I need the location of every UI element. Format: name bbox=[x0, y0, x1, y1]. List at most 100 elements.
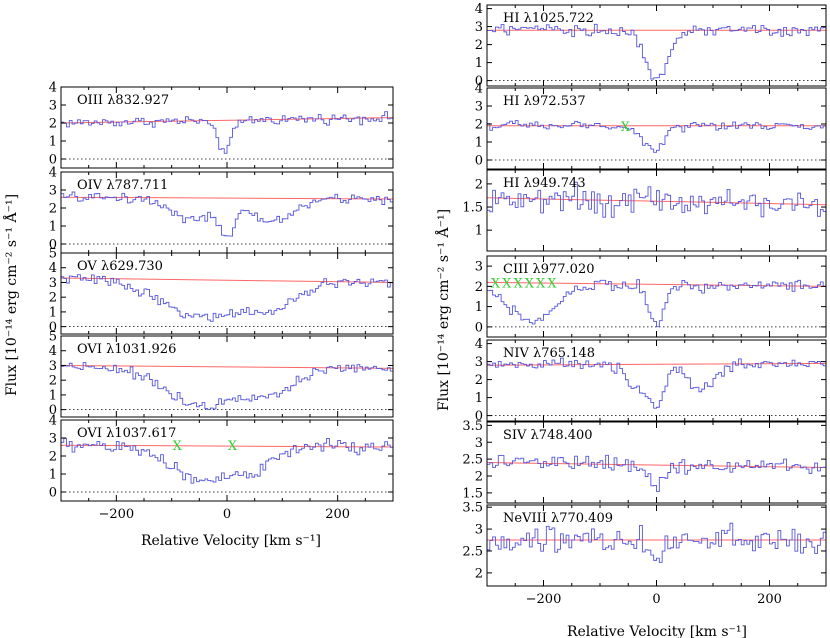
contamination-marker: X bbox=[547, 276, 557, 291]
y-tick-label: 0 bbox=[475, 154, 483, 169]
y-tick-label: 1 bbox=[49, 468, 57, 483]
panel-hi-972-537: X 0 1 2 3 4 HI λ972.537 bbox=[475, 82, 827, 170]
panel-title: OVI λ1031.926 bbox=[77, 342, 176, 357]
y-tick-label: 1.5 bbox=[462, 201, 483, 216]
y-tick-label: 2 bbox=[49, 374, 57, 389]
y-tick-label: 1 bbox=[475, 391, 483, 406]
panel-title: SIV λ748.400 bbox=[503, 428, 593, 443]
panel-title: NIV λ765.148 bbox=[503, 346, 595, 361]
y-tick-label: 3 bbox=[49, 276, 57, 291]
panel-title: HI λ1025.722 bbox=[503, 11, 594, 26]
y-tick-label: 4 bbox=[49, 344, 57, 359]
panel-neviii-770-409: −200 0 200 2 2.5 3 3.5 NeVIII λ770.409 bbox=[462, 501, 827, 607]
y-tick-label: 1 bbox=[475, 136, 483, 151]
y-tick-label: 2.5 bbox=[462, 544, 483, 559]
y-tick-label: 4 bbox=[475, 2, 483, 17]
panel-title: CIII λ977.020 bbox=[503, 262, 594, 277]
y-tick-label: 0 bbox=[475, 320, 483, 335]
spectrum-line bbox=[61, 274, 393, 322]
continuum-line bbox=[61, 364, 393, 369]
spectrum-line bbox=[61, 191, 393, 237]
contamination-marker: X bbox=[173, 439, 183, 454]
spectrum-line bbox=[487, 357, 826, 409]
y-tick-label: 0 bbox=[49, 153, 57, 168]
y-tick-label: 2 bbox=[49, 291, 57, 306]
spectrum-line bbox=[61, 362, 393, 411]
y-tick-label: 1.5 bbox=[462, 486, 483, 501]
y-tick-label: 2 bbox=[49, 450, 57, 465]
contamination-marker: X bbox=[621, 120, 631, 135]
panel-niv-765-148: 0 1 2 3 4 NIV λ765.148 bbox=[475, 337, 827, 424]
panel-hi-1025-722: 0 1 2 3 4 HI λ1025.722 bbox=[475, 2, 827, 89]
y-tick-label: 1 bbox=[49, 220, 57, 235]
left-x-axis-label: Relative Velocity [km s⁻¹] bbox=[141, 533, 321, 549]
y-tick-label: 1 bbox=[49, 305, 57, 320]
x-tick-label: 0 bbox=[223, 507, 231, 522]
panel-title: HI λ949.743 bbox=[503, 176, 586, 191]
y-tick-label: 4 bbox=[49, 166, 57, 181]
y-tick-label: 0 bbox=[49, 320, 57, 335]
contamination-marker: X bbox=[536, 276, 546, 291]
panel-siv-748-400: 1.52 2.5 3 3.5 SIV λ748.400 bbox=[462, 419, 827, 504]
spectrum-line bbox=[487, 120, 826, 153]
panel-oiii-832-927: 0 1 2 3 4 OIII λ832.927 bbox=[49, 81, 394, 169]
y-tick-label: 3 bbox=[49, 99, 57, 114]
panel-title: OIII λ832.927 bbox=[77, 93, 169, 108]
right-y-axis-label: Flux [10⁻¹⁴ erg cm⁻² s⁻¹ Å⁻¹] bbox=[434, 209, 452, 411]
y-tick-label: 3 bbox=[49, 184, 57, 199]
spectrum-line bbox=[487, 454, 826, 492]
y-tick-label: 4 bbox=[49, 414, 57, 429]
panel-oiv-787-711: 0 1 2 3 4 OIV λ787.711 bbox=[49, 166, 394, 254]
y-tick-label: 3.5 bbox=[462, 419, 483, 434]
contamination-marker: X bbox=[228, 439, 238, 454]
y-tick-label: 0 bbox=[475, 74, 483, 89]
y-tick-label: 3 bbox=[475, 20, 483, 35]
y-tick-label: 3 bbox=[475, 100, 483, 115]
y-tick-label: 2 bbox=[475, 373, 483, 388]
y-tick-label: 5 bbox=[49, 247, 57, 262]
x-tick-label: 200 bbox=[325, 507, 350, 522]
y-tick-label: 0 bbox=[49, 238, 57, 253]
y-tick-label: 3 bbox=[49, 432, 57, 447]
y-tick-label: 3 bbox=[475, 355, 483, 370]
y-tick-label: 2 bbox=[475, 177, 483, 192]
contamination-marker: X bbox=[491, 276, 501, 291]
panel-title: OV λ629.730 bbox=[77, 259, 163, 274]
y-tick-label: 4 bbox=[475, 82, 483, 97]
y-tick-label: 3 bbox=[475, 260, 483, 275]
y-tick-label: 3 bbox=[475, 436, 483, 451]
contamination-marker: X bbox=[525, 276, 535, 291]
spectrum-line bbox=[487, 181, 826, 218]
y-tick-label: 0 bbox=[49, 486, 57, 501]
y-tick-label: 1 bbox=[475, 56, 483, 71]
y-tick-label: 4 bbox=[49, 261, 57, 276]
y-tick-label: 2 bbox=[475, 566, 483, 581]
spectrum-line bbox=[487, 23, 826, 80]
panel-title: OVI λ1037.617 bbox=[77, 426, 176, 441]
y-tick-label: 0 bbox=[475, 409, 483, 424]
panel-title: OIV λ787.711 bbox=[77, 178, 168, 193]
x-tick-label: −200 bbox=[98, 507, 134, 522]
y-tick-label: 4 bbox=[475, 337, 483, 352]
y-tick-label: 2 bbox=[49, 117, 57, 132]
y-tick-label: 3.5 bbox=[462, 501, 483, 516]
x-tick-label: 200 bbox=[757, 592, 782, 607]
right-x-axis-label: Relative Velocity [km s⁻¹] bbox=[567, 624, 747, 638]
y-tick-label: 3 bbox=[49, 359, 57, 374]
panel-ovi-1037-617: X X −200 0 200 0 1 2 3 4 OVI λ1037.617 bbox=[49, 414, 394, 522]
spectrum-line bbox=[61, 111, 393, 154]
spectrum-line bbox=[487, 279, 826, 328]
spectrum-line bbox=[487, 522, 826, 563]
y-tick-label: 2 bbox=[475, 118, 483, 133]
y-tick-label: 4 bbox=[49, 81, 57, 96]
spectrum-line bbox=[61, 437, 393, 484]
panel-title: HI λ972.537 bbox=[503, 94, 586, 109]
y-tick-label: 5 bbox=[49, 330, 57, 345]
y-tick-label: 2 bbox=[475, 280, 483, 295]
panel-title: NeVIII λ770.409 bbox=[503, 511, 613, 526]
